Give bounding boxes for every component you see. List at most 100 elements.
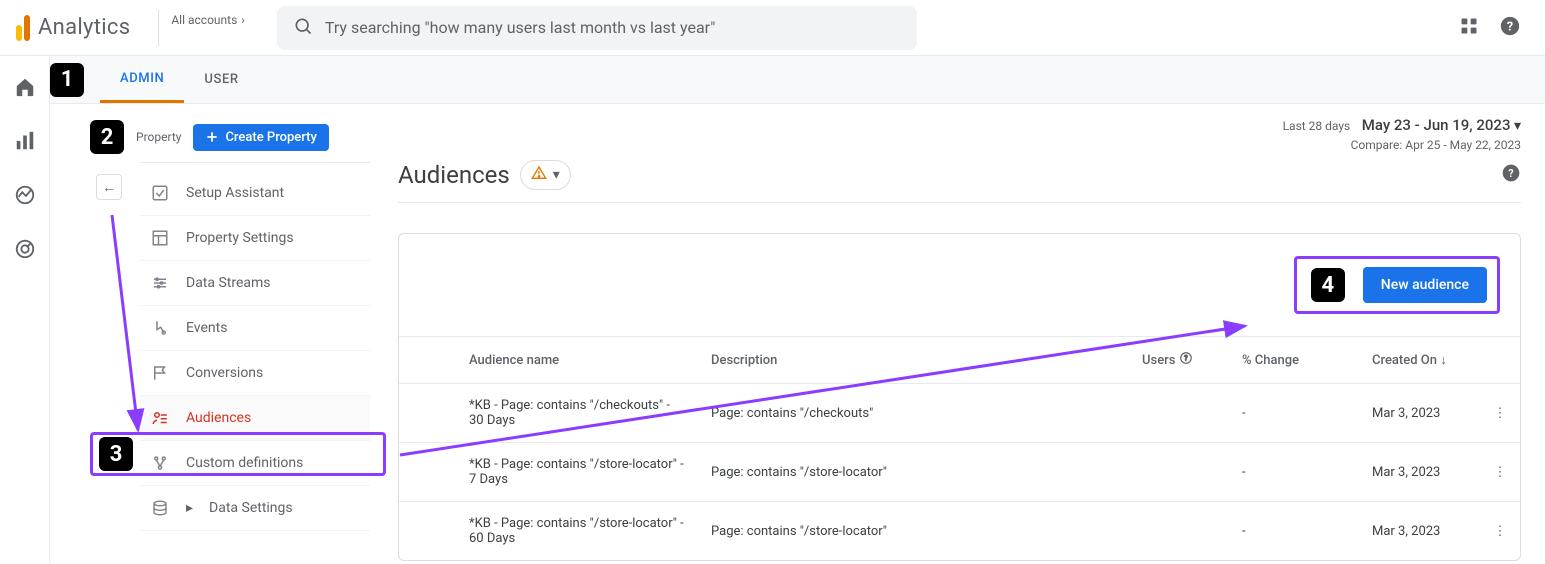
account-breadcrumb: All accounts › bbox=[171, 13, 245, 27]
cell-desc: Page: contains "/checkouts" bbox=[699, 392, 1130, 435]
sidebar-item-custom-definitions[interactable]: Custom definitions bbox=[140, 441, 370, 486]
property-label: Property bbox=[136, 130, 181, 144]
cell-name: *KB - Page: contains "/checkouts" - 30 D… bbox=[399, 384, 699, 442]
sort-desc-icon: ↓ bbox=[1440, 353, 1447, 368]
admin-sidebar: 2 Property Create Property ← Setup Assis… bbox=[50, 104, 390, 564]
cell-desc: Page: contains "/store-locator" bbox=[699, 510, 1130, 553]
dropdown-icon: ▾ bbox=[1514, 118, 1521, 134]
sidebar-item-audiences[interactable]: Audiences bbox=[140, 396, 370, 441]
body: 2 Property Create Property ← Setup Assis… bbox=[50, 104, 1545, 564]
header-actions: ? bbox=[1459, 15, 1529, 41]
sidebar-item-property-settings[interactable]: Property Settings bbox=[140, 216, 370, 261]
chevron-right-icon: › bbox=[241, 13, 245, 27]
sidebar-item-conversions[interactable]: Conversions bbox=[140, 351, 370, 396]
brand-text: Analytics bbox=[38, 15, 130, 40]
create-property-button[interactable]: Create Property bbox=[193, 124, 328, 151]
streams-icon bbox=[150, 274, 170, 292]
search-input[interactable]: Try searching "how many users last month… bbox=[277, 6, 917, 50]
cell-desc: Page: contains "/store-locator" bbox=[699, 451, 1130, 494]
page-title: Audiences bbox=[398, 161, 510, 189]
audiences-table-card: 4 New audience Audience name Description… bbox=[398, 233, 1521, 561]
tabs-bar: 1 ADMIN USER bbox=[50, 56, 1545, 104]
back-button[interactable]: ← bbox=[96, 174, 122, 200]
col-users: Users ? bbox=[1130, 337, 1230, 383]
col-description: Description bbox=[699, 339, 1130, 382]
content: 1 ADMIN USER 2 Property Create Property … bbox=[50, 56, 1545, 564]
sidebar-item-setup[interactable]: Setup Assistant bbox=[140, 171, 370, 216]
property-header: 2 Property Create Property bbox=[90, 120, 370, 154]
reports-icon[interactable] bbox=[14, 130, 36, 156]
cell-users bbox=[1130, 517, 1230, 545]
row-actions-icon[interactable]: ⋮ bbox=[1480, 451, 1520, 494]
svg-text:?: ? bbox=[1508, 167, 1513, 180]
col-change: % Change bbox=[1230, 339, 1360, 382]
table-header: Audience name Description Users ? % Chan… bbox=[399, 336, 1520, 383]
cell-users bbox=[1130, 399, 1230, 427]
cell-name: *KB - Page: contains "/store-locator" - … bbox=[399, 443, 699, 501]
cell-created: Mar 3, 2023 bbox=[1360, 451, 1480, 494]
tab-user[interactable]: USER bbox=[184, 56, 258, 103]
brand-block: Analytics bbox=[16, 15, 130, 41]
chevron-down-icon: ▾ bbox=[553, 167, 560, 183]
svg-text:?: ? bbox=[1507, 19, 1513, 34]
help-icon[interactable]: ? bbox=[1501, 163, 1521, 187]
date-range-selector[interactable]: Last 28 days May 23 - Jun 19, 2023 ▾ Com… bbox=[398, 104, 1521, 152]
page-header: Audiences ▾ ? bbox=[398, 160, 1521, 203]
date-range-prefix: Last 28 days bbox=[1283, 119, 1351, 133]
checkbox-icon bbox=[150, 184, 170, 202]
sidebar-item-events[interactable]: Events bbox=[140, 306, 370, 351]
sidebar-item-data-streams[interactable]: Data Streams bbox=[140, 261, 370, 306]
app-header: Analytics All accounts › Try searching "… bbox=[0, 0, 1545, 56]
table-row[interactable]: *KB - Page: contains "/checkouts" - 30 D… bbox=[399, 383, 1520, 442]
main-panel: Last 28 days May 23 - Jun 19, 2023 ▾ Com… bbox=[390, 104, 1545, 564]
warning-icon bbox=[531, 165, 547, 185]
account-selector[interactable]: All accounts › bbox=[171, 13, 265, 41]
cell-created: Mar 3, 2023 bbox=[1360, 510, 1480, 553]
col-audience-name: Audience name bbox=[399, 339, 699, 382]
tab-admin[interactable]: ADMIN bbox=[100, 56, 184, 103]
sidebar-item-data-settings[interactable]: ▸ Data Settings bbox=[140, 486, 370, 531]
layout: 1 ADMIN USER 2 Property Create Property … bbox=[0, 56, 1545, 564]
cell-change: - bbox=[1230, 451, 1360, 494]
help-icon[interactable]: ? bbox=[1499, 15, 1521, 41]
apps-icon[interactable] bbox=[1459, 16, 1479, 40]
annotation-box-4: 4 New audience bbox=[1294, 256, 1500, 314]
date-range-main: May 23 - Jun 19, 2023 bbox=[1362, 116, 1511, 134]
ga-logo-icon bbox=[16, 15, 30, 41]
explore-icon[interactable] bbox=[14, 184, 36, 210]
cell-users bbox=[1130, 458, 1230, 486]
row-actions-icon[interactable]: ⋮ bbox=[1480, 392, 1520, 435]
annotation-2: 2 bbox=[90, 120, 124, 154]
cell-change: - bbox=[1230, 392, 1360, 435]
table-row[interactable]: *KB - Page: contains "/store-locator" - … bbox=[399, 501, 1520, 560]
card-header: 4 New audience bbox=[399, 234, 1520, 336]
cell-name: *KB - Page: contains "/store-locator" - … bbox=[399, 502, 699, 560]
divider bbox=[158, 10, 159, 46]
date-range-compare: Compare: Apr 25 - May 22, 2023 bbox=[398, 138, 1521, 152]
row-actions-icon[interactable]: ⋮ bbox=[1480, 510, 1520, 553]
new-audience-button[interactable]: New audience bbox=[1363, 267, 1487, 303]
nav-rail bbox=[0, 56, 50, 564]
custom-icon bbox=[150, 454, 170, 472]
annotation-1: 1 bbox=[50, 63, 84, 97]
advertising-icon[interactable] bbox=[14, 238, 36, 264]
search-icon bbox=[293, 16, 313, 40]
audiences-icon bbox=[150, 409, 170, 427]
warning-pill[interactable]: ▾ bbox=[520, 160, 571, 190]
expand-caret-icon: ▸ bbox=[186, 500, 193, 516]
sidebar-list: Setup Assistant Property Settings Data S… bbox=[140, 171, 370, 531]
info-icon[interactable]: ? bbox=[1179, 351, 1193, 369]
table-row[interactable]: *KB - Page: contains "/store-locator" - … bbox=[399, 442, 1520, 501]
events-icon bbox=[150, 319, 170, 337]
flag-icon bbox=[150, 364, 170, 382]
col-created[interactable]: Created On ↓ bbox=[1360, 338, 1480, 382]
cell-created: Mar 3, 2023 bbox=[1360, 392, 1480, 435]
cell-change: - bbox=[1230, 510, 1360, 553]
search-placeholder: Try searching "how many users last month… bbox=[325, 18, 715, 37]
divider bbox=[140, 162, 370, 163]
svg-text:?: ? bbox=[1185, 354, 1189, 362]
annotation-4: 4 bbox=[1311, 268, 1345, 302]
database-icon bbox=[150, 499, 170, 517]
layout-icon bbox=[150, 229, 170, 247]
home-icon[interactable] bbox=[14, 76, 36, 102]
